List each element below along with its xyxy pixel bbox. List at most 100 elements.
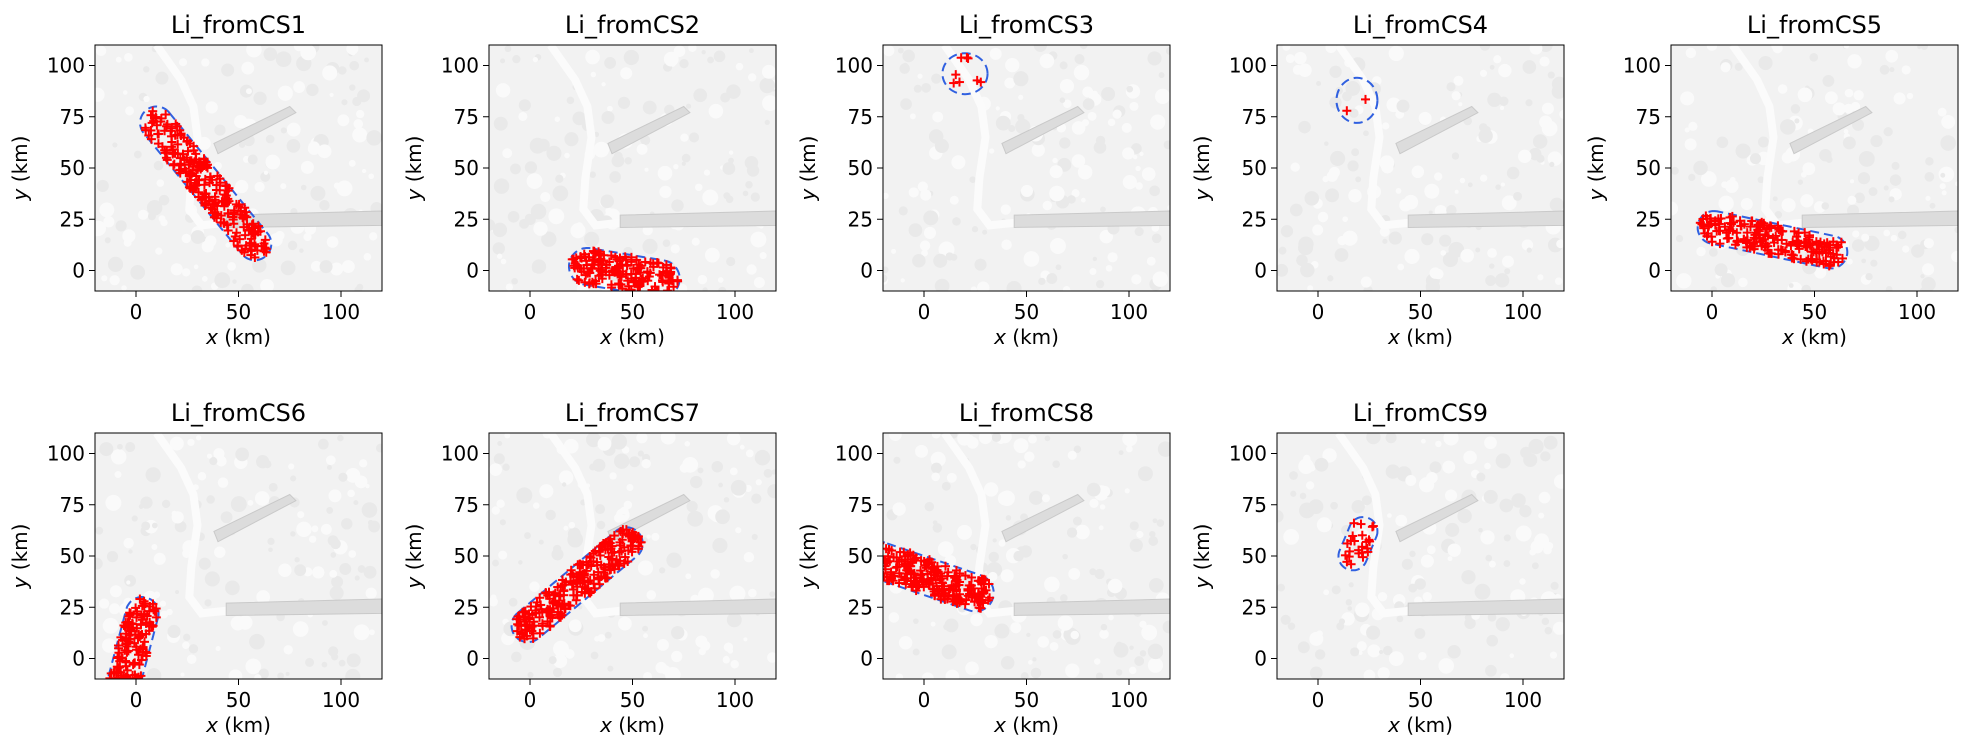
y-axis-label: y (km) — [1190, 136, 1214, 202]
terrain-speck — [1526, 247, 1532, 253]
terrain-speck — [1458, 102, 1463, 107]
terrain-speck — [604, 631, 612, 639]
terrain-speck — [1134, 656, 1145, 666]
x-tick-label: 50 — [226, 688, 251, 712]
data-point — [199, 189, 209, 199]
terrain-speck — [1330, 150, 1346, 166]
terrain-speck — [161, 499, 171, 509]
terrain-speck — [1382, 645, 1393, 656]
terrain-speck — [148, 212, 156, 221]
terrain-speck — [679, 58, 689, 69]
terrain-speck — [1037, 636, 1049, 648]
terrain-speck — [338, 659, 346, 667]
data-point — [1357, 542, 1367, 552]
terrain-speck — [1367, 644, 1381, 658]
terrain-speck — [330, 538, 341, 550]
terrain-speck — [1342, 216, 1349, 223]
scatter-points — [1342, 94, 1371, 116]
terrain-speck — [1951, 250, 1958, 263]
terrain-speck — [1094, 568, 1105, 580]
terrain-speck — [597, 436, 612, 451]
terrain-speck — [909, 113, 916, 120]
terrain-speck — [1347, 606, 1353, 611]
terrain-speck — [1093, 658, 1101, 665]
terrain-speck — [1821, 202, 1830, 210]
terrain-speck — [1870, 135, 1883, 148]
terrain-speck — [1485, 275, 1497, 286]
terrain-speck — [348, 550, 357, 558]
terrain-speck — [548, 208, 565, 225]
data-point — [888, 576, 898, 586]
data-point — [161, 110, 171, 120]
terrain-speck — [762, 95, 776, 112]
terrain-speck — [174, 589, 180, 595]
data-point — [146, 110, 156, 120]
terrain-speck — [337, 114, 350, 127]
data-point — [1759, 220, 1769, 230]
terrain-speck — [1126, 85, 1134, 93]
terrain-speck — [991, 433, 1002, 443]
data-point — [1786, 241, 1796, 251]
terrain-speck — [143, 66, 150, 73]
data-point — [883, 558, 890, 568]
terrain-speck — [368, 629, 375, 636]
terrain-speck — [353, 624, 370, 641]
data-point — [605, 538, 615, 548]
terrain-speck — [280, 183, 287, 190]
terrain-speck — [1484, 436, 1497, 450]
terrain-speck — [1522, 60, 1537, 74]
terrain-speck — [158, 215, 166, 223]
data-point — [1710, 216, 1720, 226]
terrain-speck — [294, 564, 307, 577]
terrain-speck — [268, 482, 278, 492]
data-point — [528, 628, 538, 638]
data-point — [1361, 94, 1371, 104]
terrain-speck — [131, 515, 138, 522]
terrain-speck — [1541, 102, 1554, 115]
terrain-speck — [1081, 119, 1089, 127]
data-point — [115, 691, 124, 700]
terrain-speck — [294, 557, 300, 563]
data-point — [181, 166, 191, 176]
terrain-speck — [1042, 200, 1053, 211]
terrain-speck — [1939, 183, 1946, 190]
data-point — [872, 563, 881, 572]
terrain-speck — [644, 167, 649, 172]
terrain-speck — [613, 453, 630, 469]
terrain-speck — [629, 456, 641, 468]
terrain-speck — [1013, 438, 1029, 454]
data-point — [874, 543, 883, 552]
terrain-speck — [702, 287, 708, 291]
terrain-speck — [1725, 179, 1739, 193]
terrain-speck — [1814, 266, 1827, 279]
terrain-speck — [931, 472, 940, 482]
data-point — [1761, 239, 1771, 249]
terrain-speck — [146, 668, 162, 679]
data-point — [128, 670, 138, 679]
data-point — [588, 548, 598, 558]
terrain-speck — [201, 276, 208, 282]
terrain-speck — [1422, 592, 1432, 602]
terrain-speck — [245, 658, 262, 675]
terrain-speck — [623, 500, 633, 510]
data-point — [868, 567, 877, 576]
data-point — [173, 139, 183, 149]
terrain-speck — [1890, 234, 1898, 242]
terrain-speck — [1290, 162, 1300, 172]
terrain-speck — [1920, 45, 1929, 50]
data-point — [984, 579, 994, 589]
data-point — [136, 655, 146, 665]
data-point — [169, 159, 179, 169]
terrain-speck — [1122, 175, 1137, 190]
glacier-upper — [1395, 105, 1479, 155]
data-point — [606, 564, 616, 574]
terrain-speck — [126, 580, 131, 585]
terrain-speck — [1461, 569, 1476, 585]
terrain-speck — [1920, 287, 1928, 291]
terrain-speck — [1129, 101, 1139, 111]
data-point — [525, 623, 535, 633]
terrain-speck — [1883, 229, 1891, 237]
terrain-speck — [1071, 189, 1080, 198]
terrain-speck — [1554, 277, 1563, 285]
data-point — [118, 686, 127, 695]
